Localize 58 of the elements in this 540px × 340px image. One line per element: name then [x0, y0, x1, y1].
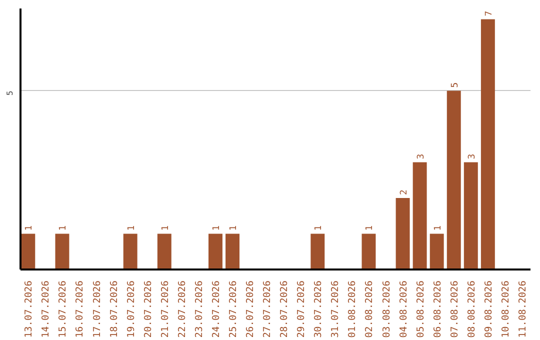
- data-label: 2: [399, 190, 410, 195]
- x-tick-label: 23.07.2026: [194, 280, 205, 338]
- data-label: 5: [450, 82, 460, 88]
- x-tick-label: 30.07.2026: [313, 280, 324, 338]
- x-tick-label: 02.08.2026: [364, 280, 376, 338]
- x-tick-label: 03.08.2026: [381, 280, 392, 338]
- bar: [21, 234, 36, 270]
- bar: [446, 90, 461, 270]
- x-tick-label: 19.07.2026: [126, 280, 137, 338]
- x-tick-label: 08.08.2026: [466, 280, 478, 338]
- x-tick-label: 07.08.2026: [449, 280, 460, 338]
- bar: [208, 234, 222, 270]
- x-tick-label: 18.07.2026: [108, 280, 120, 338]
- x-tick-label: 27.07.2026: [262, 280, 274, 338]
- x-tick-label: 24.07.2026: [210, 280, 222, 338]
- x-tick-label: 16.07.2026: [74, 280, 86, 338]
- x-tick-label: 28.07.2026: [279, 280, 290, 338]
- bar: [362, 234, 376, 270]
- x-tick-label: 21.07.2026: [160, 280, 171, 338]
- x-tick-label: 14.07.2026: [40, 280, 52, 338]
- data-label: 1: [58, 225, 69, 231]
- data-label: 7: [484, 10, 494, 16]
- x-tick-label: 11.08.2026: [517, 280, 528, 338]
- data-label: 1: [126, 225, 137, 231]
- x-tick-label: 26.07.2026: [245, 280, 256, 338]
- bar: [157, 234, 172, 270]
- data-label: 1: [212, 225, 222, 231]
- x-tick-label: 04.08.2026: [398, 280, 410, 338]
- x-tick-label: 17.07.2026: [92, 280, 103, 338]
- x-tick-label: 22.07.2026: [176, 280, 188, 338]
- data-label: 3: [416, 154, 426, 160]
- x-tick-label: 31.07.2026: [330, 280, 342, 338]
- bar: [430, 234, 444, 270]
- data-label: 1: [160, 225, 171, 231]
- x-tick-label: 10.08.2026: [500, 280, 512, 338]
- data-label: 3: [467, 154, 478, 160]
- bar: [396, 198, 410, 270]
- data-label: 1: [314, 225, 324, 231]
- bar: [226, 234, 240, 270]
- bar: [123, 234, 138, 270]
- bar: [55, 234, 70, 270]
- x-tick-label: 05.08.2026: [415, 280, 426, 338]
- x-tick-label: 01.08.2026: [347, 280, 358, 338]
- bar: [464, 162, 478, 270]
- data-label: 1: [229, 225, 240, 231]
- data-label: 1: [365, 225, 376, 231]
- bar: [480, 19, 495, 270]
- x-tick-label: 13.07.2026: [24, 280, 35, 338]
- x-tick-label: 29.07.2026: [296, 280, 308, 338]
- bar: [412, 162, 427, 270]
- x-tick-label: 06.08.2026: [432, 280, 444, 338]
- data-label: 1: [433, 225, 444, 231]
- x-tick-label: 09.08.2026: [483, 280, 494, 338]
- bar: [310, 234, 325, 270]
- data-label: 1: [24, 225, 35, 231]
- x-tick-label: 25.07.2026: [228, 280, 240, 338]
- x-tick-label: 20.07.2026: [142, 280, 154, 338]
- x-tick-label: 15.07.2026: [58, 280, 69, 338]
